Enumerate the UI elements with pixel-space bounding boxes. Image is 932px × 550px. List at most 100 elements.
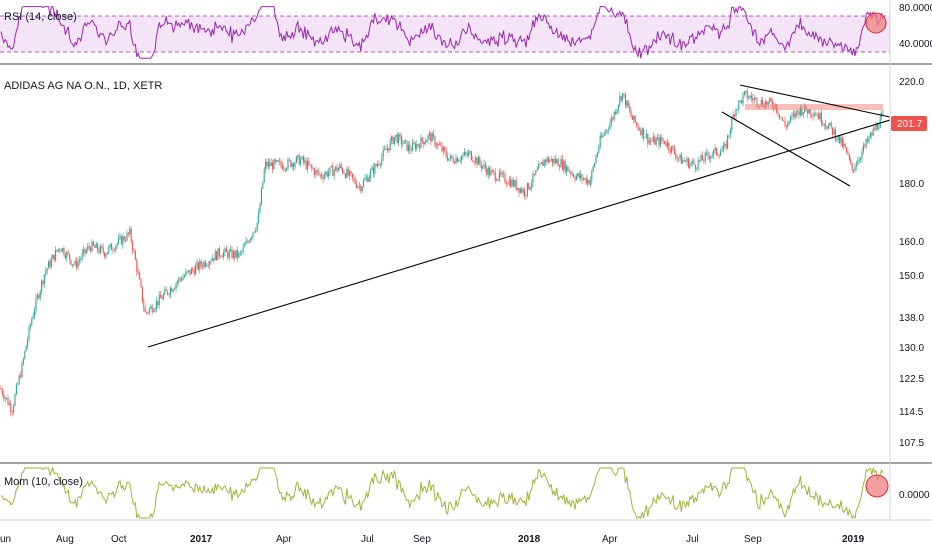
candle-body [459, 160, 461, 161]
candle-body [64, 255, 66, 259]
candle-body [871, 133, 873, 136]
candle-body [718, 155, 720, 156]
candle-body [808, 109, 810, 114]
candle-body [707, 152, 709, 157]
candle-body [31, 318, 33, 325]
candle-body [18, 375, 20, 384]
candle-body [536, 169, 538, 171]
candle-body [66, 252, 68, 259]
x-tick-sep-2017: Sep [413, 534, 431, 545]
candle-body [641, 128, 643, 136]
candle-body [155, 300, 157, 309]
candle-body [77, 261, 79, 268]
candle-body [582, 178, 584, 180]
candle-body [498, 171, 500, 180]
triangle-lower-line [721, 111, 851, 187]
candle-body [301, 156, 303, 160]
candle-body [225, 248, 227, 252]
candle-body [232, 251, 234, 258]
candle-body [778, 114, 780, 118]
candle-body [703, 160, 705, 162]
candle-body [465, 152, 467, 154]
candle-body [545, 159, 547, 163]
candle-body [118, 237, 120, 244]
candle-body [235, 250, 237, 258]
candle-body [721, 149, 723, 152]
candle-body [108, 246, 110, 253]
candle-body [94, 245, 96, 248]
candle-body [265, 161, 267, 170]
candle-body [715, 147, 717, 155]
candle-body [735, 109, 737, 117]
candle-body [272, 162, 274, 170]
candle-body [542, 162, 544, 166]
candle-body [283, 168, 285, 170]
candle-body [284, 168, 286, 171]
candle-body [52, 254, 54, 260]
candle-body [196, 262, 198, 267]
candle-body [97, 243, 99, 251]
candle-body [601, 135, 603, 138]
candle-body [420, 137, 422, 149]
candle-body [493, 170, 495, 172]
candle-body [120, 236, 122, 245]
candle-body [4, 397, 6, 399]
candle-body [500, 171, 502, 175]
candle-body [640, 130, 642, 136]
candle-body [448, 158, 450, 161]
candle-body [547, 157, 549, 163]
candle-body [811, 114, 813, 116]
candle-body [74, 260, 76, 265]
candle-body [377, 164, 379, 167]
candle-body [585, 177, 587, 184]
candle-body [132, 241, 134, 251]
candle-body [39, 291, 41, 299]
candle-body [298, 155, 300, 165]
candle-body [848, 154, 850, 160]
candle-body [456, 157, 458, 162]
candle-body [858, 159, 860, 161]
candle-body [101, 246, 103, 248]
candle-body [781, 117, 783, 121]
candle-body [172, 289, 174, 292]
candle-body [517, 187, 519, 190]
candle-body [179, 278, 181, 279]
candle-body [532, 173, 534, 184]
candle-body [616, 109, 618, 114]
candle-body [770, 98, 772, 102]
candle-body [433, 133, 435, 137]
x-tick-apr-2018: Apr [602, 534, 618, 545]
candle-body [671, 146, 673, 153]
last-price-label: 201.7 [897, 119, 922, 130]
candle-body [745, 90, 747, 92]
candle-body [379, 164, 381, 165]
candle-body [851, 162, 853, 170]
candle-body [210, 261, 212, 262]
candle-body [17, 383, 19, 385]
candle-body [22, 358, 24, 363]
candle-body [197, 262, 199, 270]
candle-body [475, 157, 477, 163]
candle-body [626, 100, 628, 106]
candle-body [85, 250, 87, 254]
candle-body [587, 179, 589, 184]
candle-body [540, 162, 542, 164]
candle-body [766, 101, 768, 105]
candle-body [769, 98, 771, 102]
candle-body [318, 171, 320, 175]
candle-body [252, 232, 254, 237]
candle-body [438, 143, 440, 146]
candle-body [700, 155, 702, 161]
candle-body [634, 115, 636, 123]
candle-body [300, 159, 302, 165]
candle-body [609, 123, 611, 130]
candle-body [525, 195, 527, 197]
candle-body [496, 180, 498, 181]
candle-body [280, 161, 282, 166]
candle-body [840, 137, 842, 143]
candle-body [524, 189, 526, 197]
candle-body [67, 252, 69, 255]
candle-body [316, 170, 318, 172]
candle-body [678, 157, 680, 159]
candle-body [647, 133, 649, 144]
